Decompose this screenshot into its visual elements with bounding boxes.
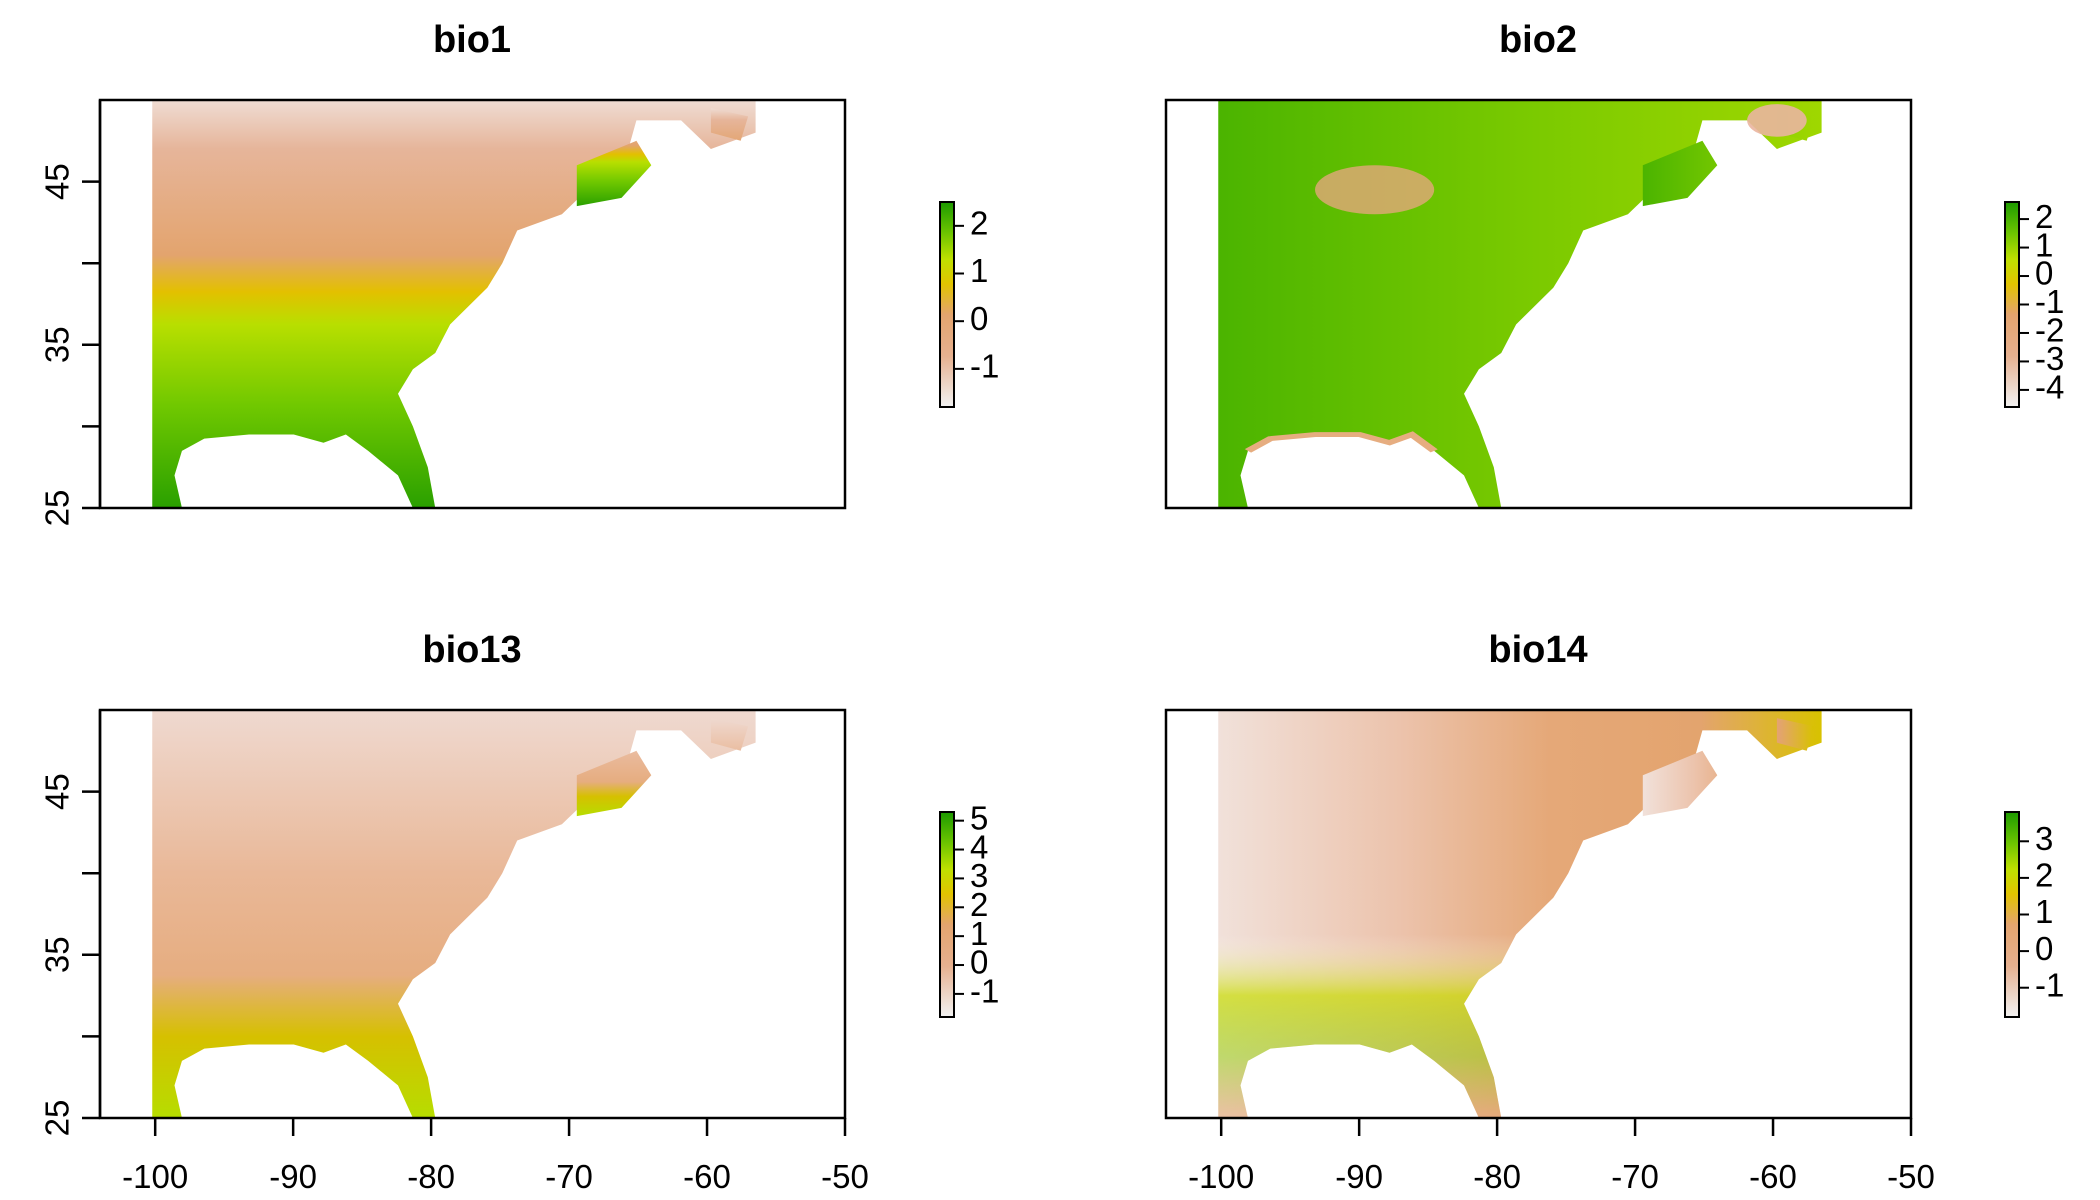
x-tick-label: -100	[1188, 1158, 1254, 1195]
colorbar-tick-label: -4	[2035, 369, 2064, 406]
x-tick-label: -80	[407, 1158, 455, 1195]
panel-title: bio1	[433, 19, 511, 61]
x-tick-label: -80	[1473, 1158, 1521, 1195]
raster-layer	[152, 710, 756, 1118]
x-tick-label: -90	[1335, 1158, 1383, 1195]
colorbar-tick-label: 0	[970, 300, 988, 337]
colorbar: 2 1 0 -1	[939, 201, 999, 408]
colorbar-tick-label: -3	[2035, 340, 2064, 377]
colorbar-tick-label: -2	[2035, 312, 2064, 349]
y-tick-label: 35	[39, 326, 76, 363]
y-tick-label: 45	[39, 163, 76, 200]
colorbar-tick-label: -1	[2035, 966, 2064, 1003]
x-tick-label: -90	[269, 1158, 317, 1195]
y-tick-label: 35	[39, 936, 76, 973]
colorbar-tick-label: -1	[2035, 283, 2064, 320]
colorbar-tick-label: 1	[970, 252, 988, 289]
plot-frame	[1164, 98, 1913, 510]
x-tick-label: -50	[1887, 1158, 1935, 1195]
x-tick-label: -70	[545, 1158, 593, 1195]
colorbar-tick-label: 3	[970, 857, 988, 894]
colorbar-tick-label: 0	[2035, 930, 2053, 967]
x-tick-label: -70	[1611, 1158, 1659, 1195]
panel-title: bio14	[1488, 629, 1587, 671]
panel-bio1: bio1 45 35 25 2 1 0 -1	[39, 19, 1000, 526]
colorbar-tick-label: 2	[970, 886, 988, 923]
plot-frame	[1164, 708, 1913, 1120]
colorbar: 210-1-2-3-4	[2004, 198, 2064, 408]
colorbar-tick-label: 3	[2035, 820, 2053, 857]
raster-layer	[1218, 710, 1822, 1118]
y-tick-label: 45	[39, 773, 76, 810]
panel-bio2: bio2 210-1-2-3-4	[1164, 19, 2064, 510]
colorbar-tick-label: 1	[970, 915, 988, 952]
y-tick-label: 25	[39, 490, 76, 527]
colorbar-tick-label: 2	[970, 205, 988, 242]
raster-layer	[152, 100, 756, 508]
colorbar-tick-label: 4	[970, 828, 988, 865]
colorbar-tick-label: 0	[2035, 255, 2053, 292]
x-tick-label: -60	[683, 1158, 731, 1195]
colorbar-tick-label: -1	[970, 973, 999, 1010]
x-tick-label: -50	[821, 1158, 869, 1195]
colorbar-tick-label: 5	[970, 799, 988, 836]
x-tick-label: -100	[122, 1158, 188, 1195]
raster-layer	[1218, 100, 1822, 508]
colorbar-tick-label: 1	[2035, 226, 2053, 263]
y-tick-label: 25	[39, 1100, 76, 1137]
colorbar-tick-label: 1	[2035, 893, 2053, 930]
x-tick-label: -60	[1749, 1158, 1797, 1195]
panel-title: bio2	[1499, 19, 1577, 61]
colorbar-tick-label: 2	[2035, 857, 2053, 894]
colorbar-tick-label: -1	[970, 348, 999, 385]
colorbar-tick-label: 2	[2035, 198, 2053, 235]
colorbar-tick-label: 0	[970, 944, 988, 981]
panel-title: bio13	[422, 629, 521, 671]
